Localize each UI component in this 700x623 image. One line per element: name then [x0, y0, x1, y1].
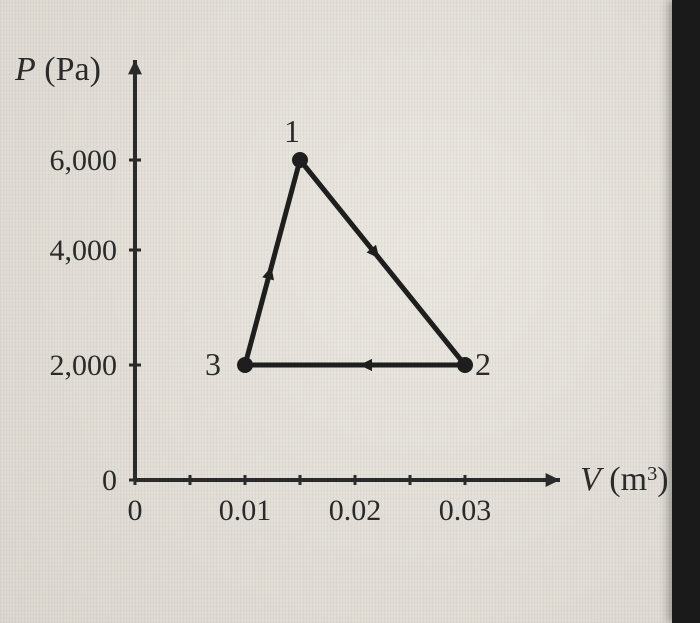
y-axis-label: P (Pa)	[14, 51, 101, 88]
state-label-2: 2	[475, 346, 491, 382]
x-tick-label: 0	[128, 494, 143, 527]
arrowhead	[359, 359, 372, 371]
x-tick-label: 0.03	[439, 494, 492, 527]
arrowhead	[546, 473, 560, 487]
y-tick-label: 2,000	[50, 349, 118, 382]
state-point-2	[457, 357, 473, 373]
state-label-3: 3	[205, 346, 221, 382]
x-tick-label: 0.02	[329, 494, 382, 527]
y-tick-label: 6,000	[50, 144, 118, 177]
arrowhead	[128, 60, 142, 74]
state-label-1: 1	[284, 113, 300, 149]
x-tick-label: 0.01	[219, 494, 272, 527]
state-point-3	[237, 357, 253, 373]
y-tick-label: 0	[102, 464, 117, 497]
cycle-path	[245, 160, 465, 365]
pv-diagram: 0 0.01 0.02 0.03 0 2,000 4,000 6,000 P (Pa) V (m3…	[0, 0, 700, 623]
state-point-1	[292, 152, 308, 168]
y-tick-label: 4,000	[50, 234, 118, 267]
x-axis-label: V (m3)	[580, 461, 669, 498]
